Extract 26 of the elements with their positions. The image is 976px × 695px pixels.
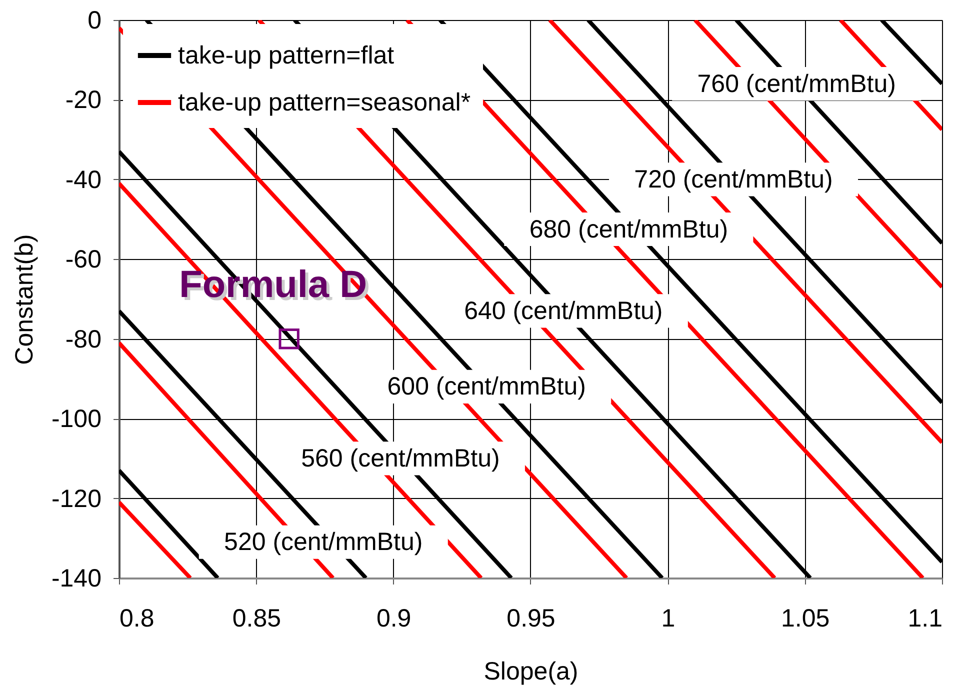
x-tick-label: 1.05: [780, 604, 830, 632]
x-tick-label: 0.8: [120, 604, 154, 632]
x-tick-label: 0.85: [232, 604, 282, 632]
legend-label: take-up pattern=seasonal*: [178, 88, 471, 116]
x-axis-title: Slope(a): [484, 658, 578, 686]
x-tick-label: 0.9: [376, 604, 412, 632]
y-tick-label: -140: [51, 564, 102, 592]
x-tick-label: 0.95: [506, 604, 556, 632]
annotation: 760 (cent/mmBtu): [697, 70, 896, 98]
y-tick-label: -120: [51, 484, 102, 513]
annotation: 640 (cent/mmBtu): [464, 296, 663, 325]
legend-label: take-up pattern=flat: [178, 42, 394, 70]
annotation: 560 (cent/mmBtu): [301, 444, 500, 472]
y-axis-title: Constant(b): [10, 234, 38, 365]
annotation: 600 (cent/mmBtu): [387, 372, 586, 401]
y-tick-label: -80: [65, 325, 102, 354]
x-tick-label: 1: [661, 604, 676, 632]
annotation: 720 (cent/mmBtu): [634, 165, 833, 194]
annotation: 520 (cent/mmBtu): [224, 528, 423, 556]
y-tick-label: 0: [88, 6, 102, 34]
x-tick-label: 1.1: [908, 604, 942, 632]
annotation: 680 (cent/mmBtu): [529, 215, 728, 244]
y-tick-label: -100: [51, 405, 102, 434]
y-tick-label: -60: [65, 246, 102, 274]
y-tick-label: -40: [65, 166, 102, 194]
y-tick-label: -20: [65, 86, 102, 114]
